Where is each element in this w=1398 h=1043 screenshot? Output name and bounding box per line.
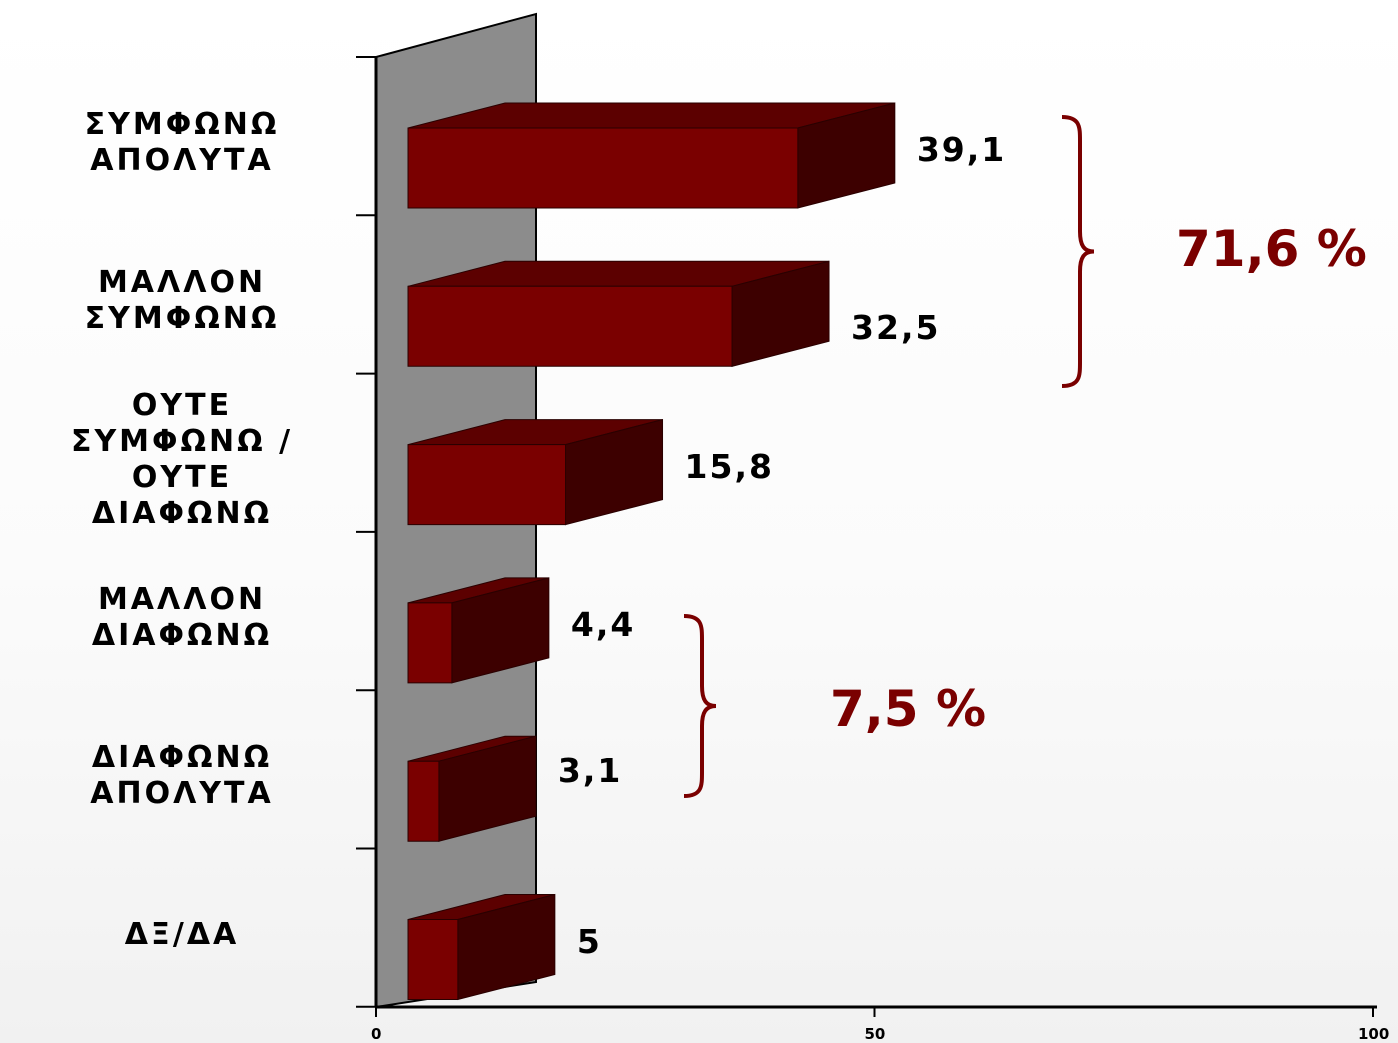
category-label-line: ΣΥΜΦΩΝΩ / xyxy=(12,424,352,460)
bar-front-face xyxy=(408,445,566,525)
category-label-line: ΟΥΤΕ xyxy=(12,460,352,496)
category-label-line: ΣΥΜΦΩΝΩ xyxy=(12,107,352,143)
value-label: 32,5 xyxy=(851,308,940,347)
category-label: ΜΑΛΛΟΝ ΣΥΜΦΩΝΩ xyxy=(12,265,352,337)
bar-front-face xyxy=(408,128,798,208)
x-tick-label: 0 xyxy=(371,1025,381,1043)
bar xyxy=(408,420,663,525)
category-label-line: ΔΞ/ΔΑ xyxy=(12,917,352,953)
bar-front-face xyxy=(408,603,452,683)
category-label: ΜΑΛΛΟΝ ΔΙΑΦΩΝΩ xyxy=(12,582,352,654)
x-tick-label: 50 xyxy=(865,1025,886,1043)
bar-front-face xyxy=(408,761,439,841)
value-label: 3,1 xyxy=(558,751,622,790)
category-label-line: ΜΑΛΛΟΝ xyxy=(12,582,352,618)
category-label-line: ΜΑΛΛΟΝ xyxy=(12,265,352,301)
x-tick-label: 100 xyxy=(1358,1025,1389,1043)
value-label: 4,4 xyxy=(571,605,635,644)
category-label-line: ΑΠΟΛΥΤΑ xyxy=(12,143,352,179)
bar xyxy=(408,103,895,208)
category-label: ΟΥΤΕ ΣΥΜΦΩΝΩ / ΟΥΤΕ ΔΙΑΦΩΝΩ xyxy=(12,388,352,532)
category-label-line: ΔΙΑΦΩΝΩ xyxy=(12,618,352,654)
category-label: ΔΙΑΦΩΝΩ ΑΠΟΛΥΤΑ xyxy=(12,740,352,812)
value-label: 39,1 xyxy=(917,130,1006,169)
value-label: 15,8 xyxy=(685,447,774,486)
bar xyxy=(408,261,829,366)
bar-front-face xyxy=(408,286,732,366)
category-label-line: ΣΥΜΦΩΝΩ xyxy=(12,301,352,337)
group-brace xyxy=(684,616,716,796)
bar-front-face xyxy=(408,920,458,1000)
category-label: ΔΞ/ΔΑ xyxy=(12,917,352,953)
category-label-line: ΔΙΑΦΩΝΩ xyxy=(12,740,352,776)
group-brace xyxy=(1062,117,1094,386)
category-label-line: ΟΥΤΕ xyxy=(12,388,352,424)
group-total-label: 7,5 % xyxy=(830,680,986,738)
category-label-line: ΔΙΑΦΩΝΩ xyxy=(12,496,352,532)
group-total-label: 71,6 % xyxy=(1176,220,1367,278)
category-label: ΣΥΜΦΩΝΩ ΑΠΟΛΥΤΑ xyxy=(12,107,352,179)
value-label: 5 xyxy=(577,922,602,961)
category-label-line: ΑΠΟΛΥΤΑ xyxy=(12,776,352,812)
